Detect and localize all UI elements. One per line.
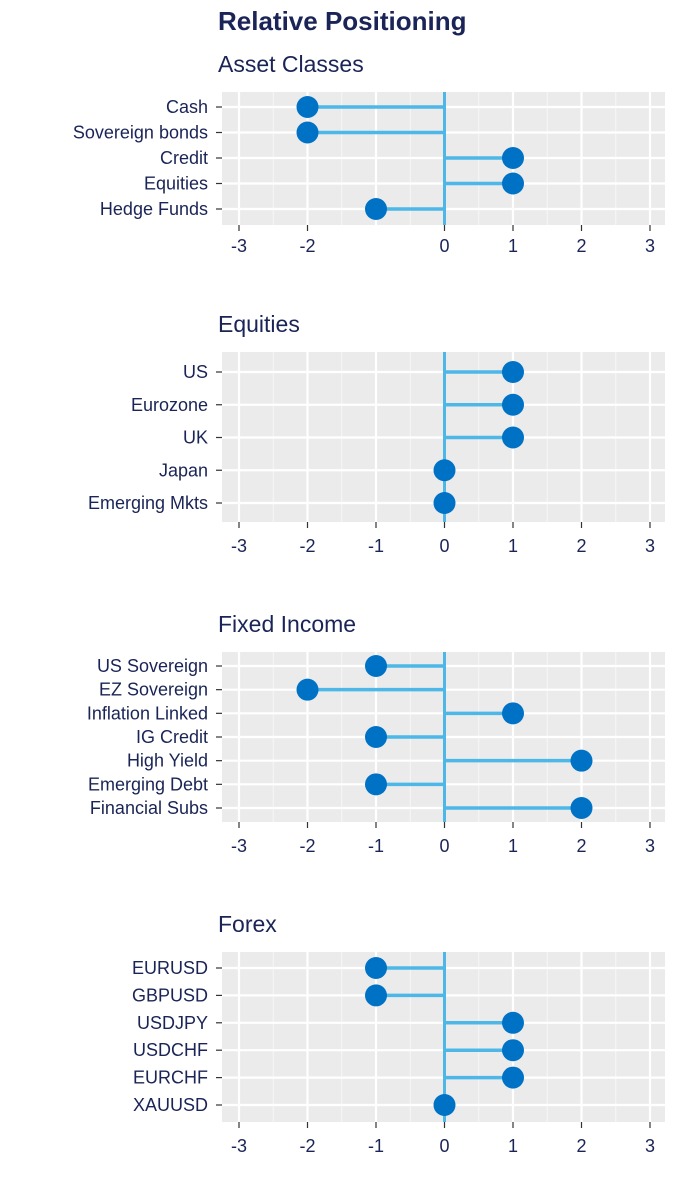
panel-title: Fixed Income — [218, 611, 356, 637]
category-label: Emerging Mkts — [88, 493, 208, 513]
x-tick-label: -2 — [299, 236, 315, 256]
category-label: US Sovereign — [97, 656, 208, 676]
x-tick-label: 3 — [645, 236, 655, 256]
panel-3: Forex EURUSD GBPUSD USDJPY USDCHF EURCHF XAUUS… — [132, 911, 665, 1156]
x-tick-label: 2 — [576, 236, 586, 256]
x-tick-label: 3 — [645, 1136, 655, 1156]
lollipop-point — [502, 702, 524, 725]
lollipop-point — [502, 1066, 524, 1089]
lollipop-point — [502, 1011, 524, 1034]
panel-1: Equities US Eurozone UK Japan Emerging Mkts -3… — [88, 311, 665, 556]
x-tick-label: 1 — [508, 236, 518, 256]
category-label: Cash — [166, 97, 208, 117]
category-label: XAUUSD — [133, 1095, 208, 1115]
category-label: Hedge Funds — [100, 199, 208, 219]
lollipop-point — [502, 147, 524, 169]
lollipop-point — [502, 172, 524, 195]
x-tick-label: -3 — [231, 536, 247, 556]
lollipop-point — [365, 198, 387, 220]
category-label: EURCHF — [133, 1068, 208, 1088]
lollipop-point — [502, 426, 524, 449]
x-tick-label: 0 — [439, 236, 449, 256]
x-tick-label: 2 — [576, 1136, 586, 1156]
category-label: EURUSD — [132, 958, 208, 978]
category-label: USDCHF — [133, 1040, 208, 1060]
x-tick-label: -3 — [231, 1136, 247, 1156]
x-tick-label: 0 — [439, 536, 449, 556]
category-label: Credit — [160, 148, 208, 168]
panel-title: Asset Classes — [218, 51, 364, 77]
lollipop-point — [365, 984, 387, 1007]
x-tick-label: 1 — [508, 536, 518, 556]
x-tick-label: 0 — [439, 836, 449, 856]
category-label: Financial Subs — [90, 798, 208, 818]
lollipop-point — [502, 1039, 524, 1062]
lollipop-point — [296, 96, 319, 118]
x-tick-label: -2 — [299, 536, 315, 556]
lollipop-point — [365, 655, 387, 677]
lollipop-point — [365, 726, 387, 748]
x-tick-label: -1 — [368, 1136, 384, 1156]
category-label: US — [183, 362, 208, 382]
category-label: Inflation Linked — [87, 703, 208, 723]
category-label: Equities — [144, 174, 208, 194]
x-tick-label: -2 — [299, 836, 315, 856]
x-tick-label: 2 — [576, 536, 586, 556]
lollipop-point — [502, 393, 524, 416]
x-tick-label: -3 — [231, 236, 247, 256]
category-label: High Yield — [127, 751, 208, 771]
lollipop-point — [433, 492, 456, 514]
x-tick-label: 0 — [439, 1136, 449, 1156]
category-label: UK — [183, 428, 208, 448]
lollipop-point — [296, 121, 319, 144]
lollipop-point — [570, 749, 593, 772]
category-label: Emerging Debt — [88, 774, 208, 794]
panel-title: Forex — [218, 911, 277, 937]
lollipop-point — [433, 459, 456, 482]
lollipop-point — [570, 797, 593, 819]
x-tick-label: -1 — [368, 536, 384, 556]
lollipop-point — [365, 773, 387, 796]
lollipop-point — [433, 1094, 456, 1116]
lollipop-point — [296, 678, 319, 701]
x-tick-label: 1 — [508, 1136, 518, 1156]
panel-0: Asset Classes Cash Sovereign bonds Credit Eq… — [73, 51, 665, 256]
x-tick-label: -2 — [299, 1136, 315, 1156]
category-label: Sovereign bonds — [73, 123, 208, 143]
lollipop-point — [365, 957, 387, 979]
category-label: Eurozone — [131, 395, 208, 415]
category-label: IG Credit — [136, 727, 208, 747]
x-tick-label: -1 — [368, 836, 384, 856]
category-label: EZ Sovereign — [99, 680, 208, 700]
category-label: GBPUSD — [132, 985, 208, 1005]
category-label: USDJPY — [137, 1013, 208, 1033]
lollipop-point — [502, 361, 524, 383]
x-tick-label: -3 — [231, 836, 247, 856]
x-tick-label: 1 — [508, 836, 518, 856]
x-tick-label: 2 — [576, 836, 586, 856]
panel-title: Equities — [218, 311, 300, 337]
x-tick-label: 3 — [645, 836, 655, 856]
category-label: Japan — [159, 460, 208, 480]
x-tick-label: 3 — [645, 536, 655, 556]
panel-2: Fixed Income US Sovereign EZ Sovereign Infl… — [87, 611, 665, 856]
page-title: Relative Positioning — [218, 6, 467, 36]
